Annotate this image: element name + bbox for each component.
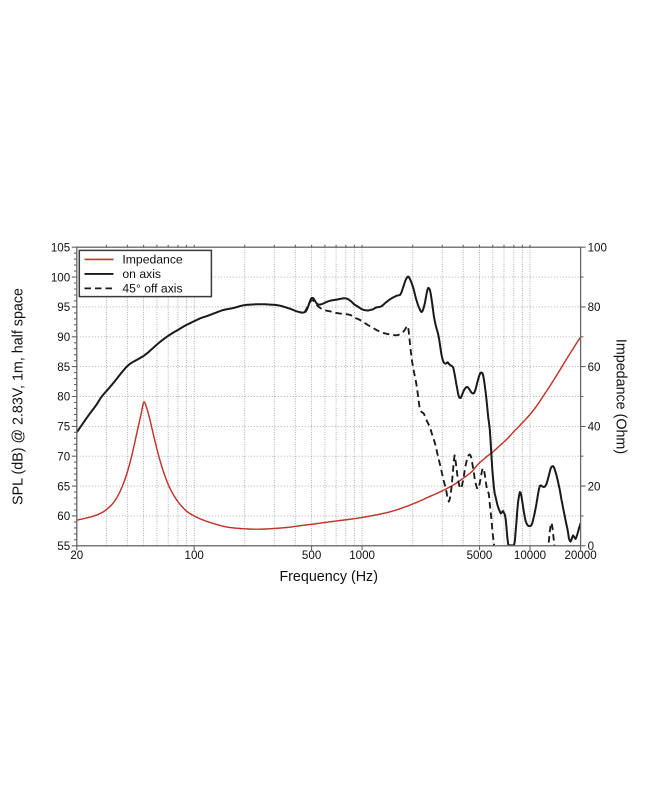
svg-text:80: 80 [57, 391, 70, 404]
svg-text:SPL (dB) @ 2.83V, 1m, half spa: SPL (dB) @ 2.83V, 1m, half space [11, 288, 27, 505]
svg-text:Impedance (Ohm): Impedance (Ohm) [612, 339, 628, 454]
svg-text:105: 105 [51, 241, 70, 254]
svg-text:20: 20 [70, 549, 83, 562]
svg-text:60: 60 [588, 361, 601, 374]
svg-text:85: 85 [57, 361, 70, 374]
svg-text:40: 40 [588, 421, 601, 434]
svg-text:70: 70 [57, 450, 70, 463]
svg-text:Frequency (Hz): Frequency (Hz) [279, 569, 378, 585]
svg-text:100: 100 [51, 271, 70, 284]
svg-text:75: 75 [57, 421, 70, 434]
svg-text:100: 100 [185, 549, 204, 562]
svg-text:on axis: on axis [122, 267, 161, 281]
svg-text:100: 100 [588, 241, 607, 254]
svg-text:55: 55 [57, 540, 70, 553]
svg-text:65: 65 [57, 480, 70, 493]
svg-text:10000: 10000 [514, 549, 546, 562]
svg-text:5000: 5000 [467, 549, 493, 562]
svg-text:45° off axis: 45° off axis [122, 282, 182, 296]
svg-text:90: 90 [57, 331, 70, 344]
svg-text:20: 20 [588, 480, 601, 493]
svg-text:95: 95 [57, 301, 70, 314]
svg-text:60: 60 [57, 510, 70, 523]
svg-text:20000: 20000 [564, 549, 596, 562]
svg-text:80: 80 [588, 301, 601, 314]
svg-text:1000: 1000 [349, 549, 375, 562]
svg-text:Impedance: Impedance [122, 253, 183, 267]
svg-text:500: 500 [302, 549, 321, 562]
svg-text:0: 0 [588, 540, 594, 553]
